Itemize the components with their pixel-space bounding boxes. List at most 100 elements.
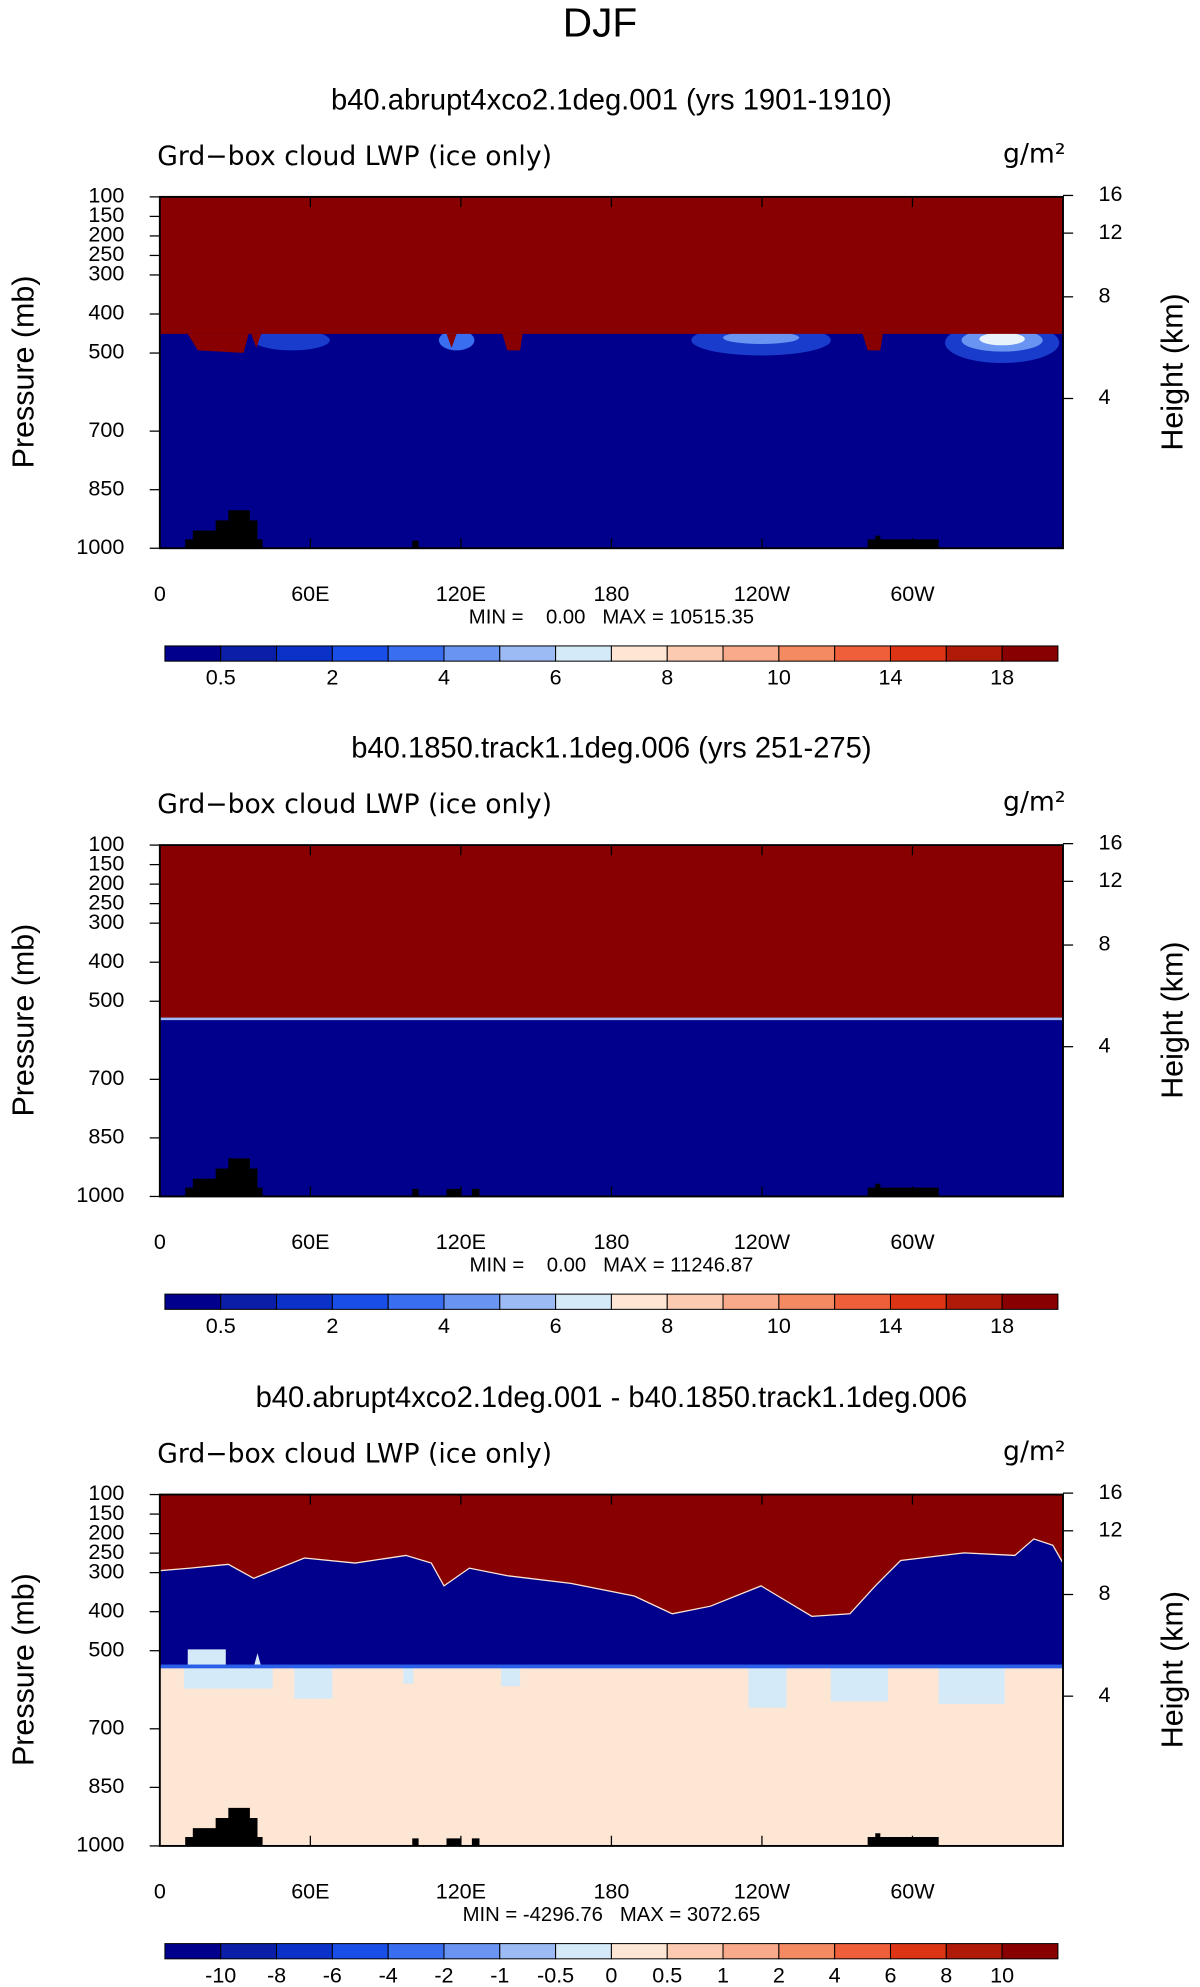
colorbar-box	[722, 645, 780, 662]
y-tick-label: 400	[88, 300, 124, 325]
y-tick-label: 700	[88, 1714, 124, 1739]
colorbar-box	[778, 645, 836, 662]
colorbar-label: 4	[438, 665, 450, 690]
colorbar-box	[443, 1943, 501, 1960]
y-tick-label: 100	[88, 183, 124, 208]
colorbar-label: 0.5	[206, 665, 236, 690]
y-tick-label: 850	[88, 475, 124, 500]
colorbar-box	[834, 645, 891, 662]
field	[979, 332, 1025, 346]
x-tick-label: 180	[593, 1229, 629, 1254]
annotation: MIN = -4296.76 MAX = 3072.65	[463, 1904, 761, 1926]
colorbar-box	[164, 645, 222, 662]
colorbar-label: 0.5	[206, 1313, 236, 1338]
x-tick-label: 120E	[436, 1229, 486, 1254]
field	[187, 1649, 262, 1668]
colorbar-box	[610, 645, 668, 662]
colorbar-box	[555, 1943, 612, 1960]
y2-tick-label: 16	[1099, 1479, 1123, 1504]
field	[723, 331, 800, 345]
colorbar-label: 8	[661, 665, 673, 690]
colorbar-box	[1001, 645, 1059, 662]
colorbar-box	[889, 1943, 947, 1960]
annotation: MIN = 0.00 MAX = 10515.35	[469, 606, 754, 628]
field	[183, 1668, 1005, 1708]
y-axis-label: Pressure (mb)	[6, 924, 40, 1117]
y-tick-label: 700	[88, 417, 124, 442]
y2-tick-label: 8	[1099, 1580, 1111, 1605]
y-tick-label: 1000	[76, 1182, 124, 1207]
colorbar-label: 10	[990, 1962, 1014, 1987]
y2-axis-label: Height (km)	[1156, 293, 1190, 450]
field	[187, 1002, 878, 1019]
y-tick-label: 1000	[76, 534, 124, 559]
y2-tick-label: 8	[1099, 931, 1111, 956]
colorbar-box	[443, 645, 501, 662]
x-tick-label: 120E	[436, 581, 486, 606]
x-tick-label: 180	[593, 581, 629, 606]
colorbar-box	[1001, 1293, 1059, 1310]
y-tick-label: 300	[88, 909, 124, 934]
y-tick-label: 400	[88, 1597, 124, 1622]
x-tick-label: 180	[593, 1879, 629, 1904]
y-tick-label: 300	[88, 261, 124, 286]
field	[159, 1017, 1064, 1021]
y-tick-label: 250	[88, 1539, 124, 1564]
x-tick-label: 120W	[734, 1229, 791, 1254]
subtitle: Grd−box cloud LWP (ice only)	[157, 141, 552, 172]
colorbar-label: 2	[326, 665, 338, 690]
colorbar-label: 4	[829, 1962, 841, 1987]
x-tick-label: 60E	[291, 1879, 329, 1904]
x-tick-label: 60E	[291, 1229, 329, 1254]
colorbar-label: 0	[605, 1962, 617, 1987]
colorbar-box	[499, 645, 557, 662]
field	[159, 196, 1064, 334]
y-tick-label: 500	[88, 1636, 124, 1661]
y-axis-label: Pressure (mb)	[6, 276, 40, 469]
y-tick-label: 400	[88, 948, 124, 973]
x-tick-label: 0	[154, 1879, 166, 1904]
colorbar-box	[834, 1293, 891, 1310]
colorbar-box	[276, 1293, 333, 1310]
colorbar-label: -2	[434, 1962, 453, 1987]
y-tick-label: 250	[88, 889, 124, 914]
y2-tick-label: 12	[1099, 219, 1123, 244]
y-tick-label: 200	[88, 222, 124, 247]
colorbar-label: 10	[767, 665, 791, 690]
x-tick-label: 60W	[890, 1879, 935, 1904]
colorbar-box	[945, 1943, 1003, 1960]
colorbar-label: -8	[267, 1962, 286, 1987]
y2-tick-label: 12	[1099, 1516, 1123, 1541]
x-tick-label: 120E	[436, 1879, 486, 1904]
y-tick-label: 850	[88, 1124, 124, 1149]
colorbar-box	[164, 1293, 222, 1310]
y2-tick-label: 16	[1099, 181, 1123, 206]
topography	[185, 1807, 939, 1846]
y2-tick-label: 12	[1099, 867, 1123, 892]
colorbar-box	[722, 1943, 780, 1960]
colorbar-box	[834, 1943, 891, 1960]
panel-title: b40.abrupt4xco2.1deg.001 (yrs 1901-1910)	[331, 84, 892, 116]
colorbar-box	[778, 1943, 836, 1960]
colorbar-box	[1001, 1943, 1059, 1960]
colorbar-label: 14	[879, 1313, 903, 1338]
colorbar-label: -10	[205, 1962, 236, 1987]
units: g/m²	[1003, 787, 1065, 818]
y-tick-label: 150	[88, 202, 124, 227]
y2-tick-label: 8	[1099, 283, 1111, 308]
y-tick-label: 1000	[76, 1832, 124, 1857]
x-tick-label: 120W	[734, 581, 791, 606]
field	[159, 1664, 1064, 1669]
colorbar-label: -0.5	[537, 1962, 574, 1987]
y-tick-label: 200	[88, 870, 124, 895]
colorbar-box	[387, 1293, 445, 1310]
colorbar-label: 1	[717, 1962, 729, 1987]
colorbar-box	[276, 1943, 333, 1960]
colorbar-label: 18	[990, 1313, 1014, 1338]
colorbar-box	[331, 1293, 389, 1310]
colorbar-label: 8	[940, 1962, 952, 1987]
colorbar-box	[499, 1943, 557, 1960]
colorbar-box	[387, 645, 445, 662]
units: g/m²	[1003, 139, 1065, 170]
colorbar-box	[945, 1293, 1003, 1310]
